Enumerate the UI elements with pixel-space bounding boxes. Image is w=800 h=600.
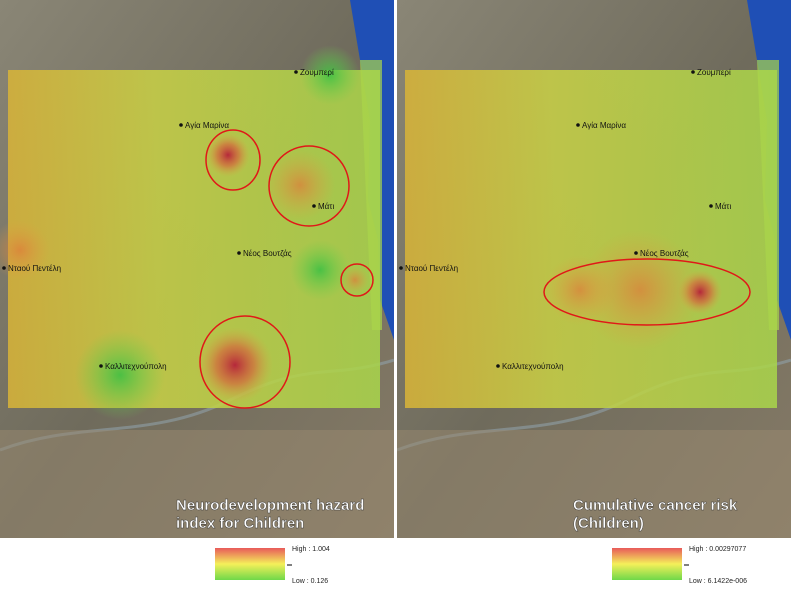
hotspot — [75, 330, 165, 420]
place-dot — [294, 70, 298, 74]
legend-ramp — [215, 548, 285, 580]
hotspot — [580, 230, 700, 350]
hotspot — [290, 240, 350, 300]
fields — [0, 430, 394, 538]
place-dot — [634, 251, 638, 255]
map-panel: Ζουμπερί Αγία Μαρίνα Μάτι Νέος Βουτζάς Νταού… — [0, 0, 394, 585]
hazard-overlay — [8, 70, 380, 408]
hotspot — [0, 220, 50, 280]
place-label: Ζουμπερί — [697, 68, 731, 77]
highlight-ellipse — [340, 263, 374, 297]
map-panel: Ζουμπερί Αγία Μαρίνα Μάτι Νέος Βουτζάς Νταού… — [397, 0, 791, 585]
hazard-overlay — [405, 70, 777, 408]
panel-title: index for Children — [176, 515, 304, 532]
hotspot — [206, 133, 250, 177]
place-label: Νέος Βουτζάς — [640, 249, 689, 258]
place-dot — [709, 204, 713, 208]
overlay-edge — [757, 60, 779, 330]
place-label: Αγία Μαρίνα — [582, 121, 626, 130]
panel-content: Ζουμπερί Αγία Μαρίνα Μάτι Νέος Βουτζάς Νταού… — [0, 0, 394, 538]
place-dot — [576, 123, 580, 127]
place-label: Νταού Πεντέλη — [8, 264, 61, 273]
overlay-edge — [360, 60, 382, 330]
hotspot — [300, 45, 360, 105]
legend-low: Low : 0.126 — [292, 578, 328, 585]
place-dot — [312, 204, 316, 208]
place-dot — [399, 266, 403, 270]
place-label: Μάτι — [318, 202, 334, 211]
place-label: Καλλιτεχνούπολη — [105, 362, 167, 371]
highlight-ellipse — [543, 258, 751, 326]
panel-title: Cumulative cancer risk — [573, 497, 738, 514]
place-dot — [496, 364, 500, 368]
place-dot — [99, 364, 103, 368]
place-label: Ζουμπερί — [300, 68, 334, 77]
place-label: Μάτι — [715, 202, 731, 211]
place-label: Νέος Βουτζάς — [243, 249, 292, 258]
place-dot — [179, 123, 183, 127]
highlight-ellipse — [205, 129, 261, 191]
legend-low: Low : 6.1422e-006 — [689, 578, 747, 585]
highlight-ellipse — [268, 145, 350, 227]
place-dot — [691, 70, 695, 74]
legend-high: High : 0.00297077 — [689, 546, 746, 553]
hotspot — [197, 327, 273, 403]
panel-content: Ζουμπερί Αγία Μαρίνα Μάτι Νέος Βουτζάς Νταού… — [397, 0, 791, 538]
hotspot — [265, 150, 335, 220]
fields — [397, 430, 791, 538]
place-label: Καλλιτεχνούπολη — [502, 362, 564, 371]
highlight-ellipse — [199, 315, 291, 409]
place-label: Αγία Μαρίνα — [185, 121, 229, 130]
place-dot — [237, 251, 241, 255]
panel-title: (Children) — [573, 515, 644, 532]
place-dot — [2, 266, 6, 270]
legend-high: High : 1.004 — [292, 546, 330, 553]
panel-title: Neurodevelopment hazard — [176, 497, 364, 514]
place-label: Νταού Πεντέλη — [405, 264, 458, 273]
legend-ramp — [612, 548, 682, 580]
